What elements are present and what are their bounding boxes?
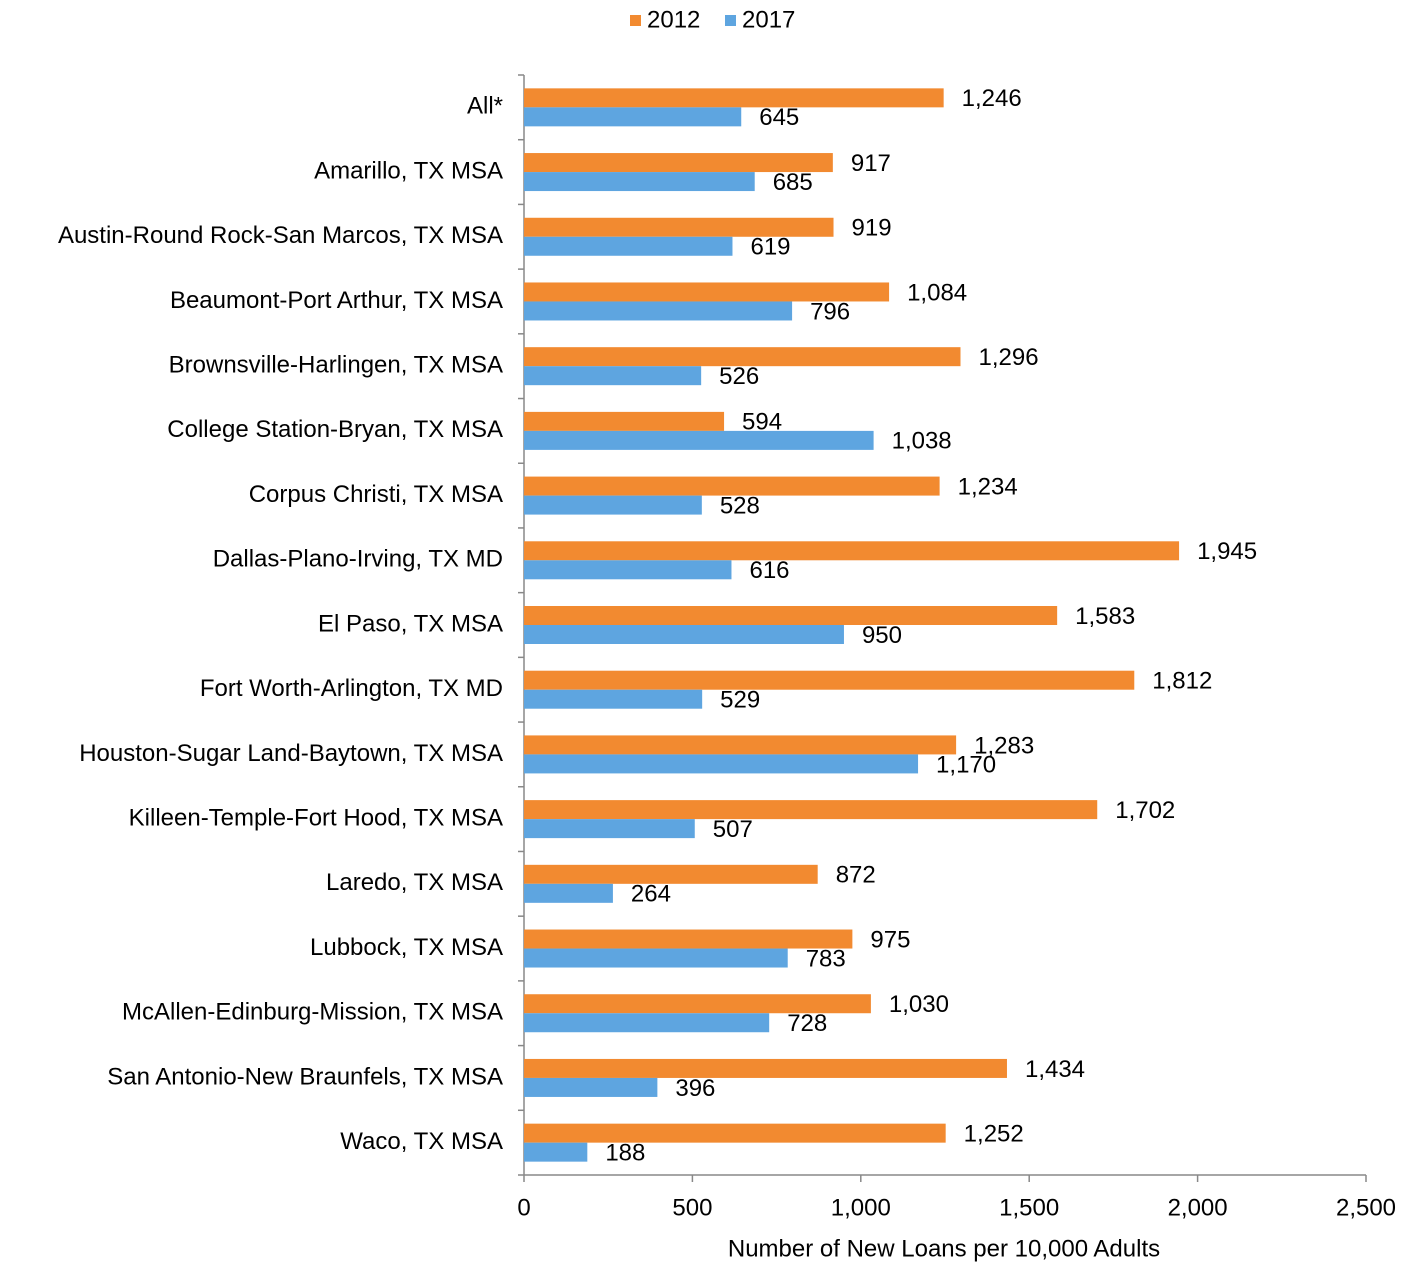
- bar: [524, 754, 919, 774]
- bar: [524, 1013, 770, 1033]
- bar: [524, 347, 961, 367]
- legend-label: 2012: [647, 6, 700, 33]
- bar: [524, 411, 725, 431]
- value-label: 796: [810, 298, 850, 325]
- bar: [524, 153, 833, 173]
- x-tick-label: 500: [672, 1194, 712, 1221]
- bar: [524, 1058, 1007, 1078]
- value-label: 1,583: [1075, 603, 1135, 630]
- y-tick-label: Lubbock, TX MSA: [310, 934, 503, 961]
- value-label: 1,945: [1197, 538, 1257, 565]
- value-label: 685: [773, 169, 813, 196]
- value-label: 1,084: [907, 279, 967, 306]
- bar: [524, 282, 890, 302]
- legend-label: 2017: [742, 6, 795, 33]
- y-tick-label: College Station-Bryan, TX MSA: [167, 416, 503, 443]
- bar: [524, 217, 834, 237]
- y-tick-label: All*: [467, 93, 503, 120]
- value-label: 917: [851, 150, 891, 177]
- value-label: 872: [836, 862, 876, 889]
- y-tick-label: Dallas-Plano-Irving, TX MD: [213, 546, 503, 573]
- y-tick-label: El Paso, TX MSA: [318, 610, 503, 637]
- bar: [524, 689, 703, 709]
- legend-swatch: [630, 15, 641, 26]
- y-tick-label: McAllen-Edinburg-Mission, TX MSA: [122, 999, 503, 1026]
- bar: [524, 929, 853, 949]
- y-tick-label: San Antonio-New Braunfels, TX MSA: [107, 1063, 503, 1090]
- bar: [524, 625, 844, 644]
- value-label: 619: [750, 234, 790, 261]
- value-label: 529: [720, 687, 760, 714]
- bar: [524, 948, 788, 968]
- bar: [524, 430, 874, 450]
- value-label: 950: [862, 622, 902, 649]
- bar: [524, 1123, 946, 1143]
- value-label: 1,170: [936, 751, 996, 778]
- value-label: 728: [787, 1010, 827, 1037]
- y-tick-label: Houston-Sugar Land-Baytown, TX MSA: [79, 740, 503, 767]
- value-label: 1,246: [962, 85, 1022, 112]
- bar: [524, 883, 613, 903]
- value-label: 507: [713, 816, 753, 843]
- x-tick-label: 0: [517, 1194, 530, 1221]
- bar: [524, 560, 732, 580]
- value-label: 616: [749, 557, 789, 584]
- value-label: 1,038: [892, 428, 952, 455]
- bar: [524, 864, 818, 884]
- y-tick-label: Corpus Christi, TX MSA: [249, 481, 503, 508]
- bar: [524, 172, 755, 192]
- value-label: 1,434: [1025, 1056, 1085, 1083]
- value-label: 264: [631, 881, 671, 908]
- value-label: 528: [720, 492, 760, 519]
- value-label: 1,234: [958, 473, 1018, 500]
- value-label: 1,812: [1152, 668, 1212, 695]
- value-label: 396: [675, 1075, 715, 1102]
- bar: [524, 107, 742, 127]
- bar: [524, 366, 702, 386]
- bar: [524, 606, 1058, 625]
- legend-swatch: [725, 15, 736, 26]
- y-tick-label: Austin-Round Rock-San Marcos, TX MSA: [58, 222, 503, 249]
- value-label: 919: [852, 215, 892, 242]
- x-tick-label: 2,000: [1168, 1194, 1228, 1221]
- value-label: 1,283: [974, 732, 1034, 759]
- bar: [524, 670, 1135, 690]
- bar: [524, 800, 1098, 820]
- x-tick-label: 1,000: [831, 1194, 891, 1221]
- x-tick-label: 2,500: [1336, 1194, 1396, 1221]
- bar: [524, 495, 702, 515]
- value-label: 783: [806, 945, 846, 972]
- x-axis-title: Number of New Loans per 10,000 Adults: [728, 1235, 1160, 1262]
- value-label: 1,252: [964, 1120, 1024, 1147]
- bar: [524, 301, 793, 321]
- value-label: 526: [719, 363, 759, 390]
- y-tick-label: Fort Worth-Arlington, TX MD: [200, 675, 503, 702]
- bar: [524, 1077, 658, 1097]
- value-label: 1,296: [978, 344, 1038, 371]
- y-tick-label: Amarillo, TX MSA: [314, 157, 503, 184]
- value-label: 188: [605, 1139, 645, 1166]
- bar: [524, 88, 944, 108]
- bar: [524, 476, 940, 496]
- bar: [524, 994, 871, 1014]
- bar: [524, 541, 1180, 561]
- bar: [524, 819, 695, 839]
- bar: [524, 735, 957, 755]
- y-tick-label: Killeen-Temple-Fort Hood, TX MSA: [129, 804, 503, 831]
- y-tick-label: Waco, TX MSA: [340, 1128, 503, 1155]
- y-tick-label: Brownsville-Harlingen, TX MSA: [169, 352, 503, 379]
- value-label: 645: [759, 104, 799, 131]
- bar: [524, 236, 733, 256]
- value-label: 1,030: [889, 991, 949, 1018]
- bar: [524, 1142, 588, 1162]
- value-label: 1,702: [1115, 797, 1175, 824]
- x-tick-label: 1,500: [999, 1194, 1059, 1221]
- y-tick-label: Laredo, TX MSA: [326, 869, 503, 896]
- y-tick-label: Beaumont-Port Arthur, TX MSA: [170, 287, 503, 314]
- value-label: 975: [870, 926, 910, 953]
